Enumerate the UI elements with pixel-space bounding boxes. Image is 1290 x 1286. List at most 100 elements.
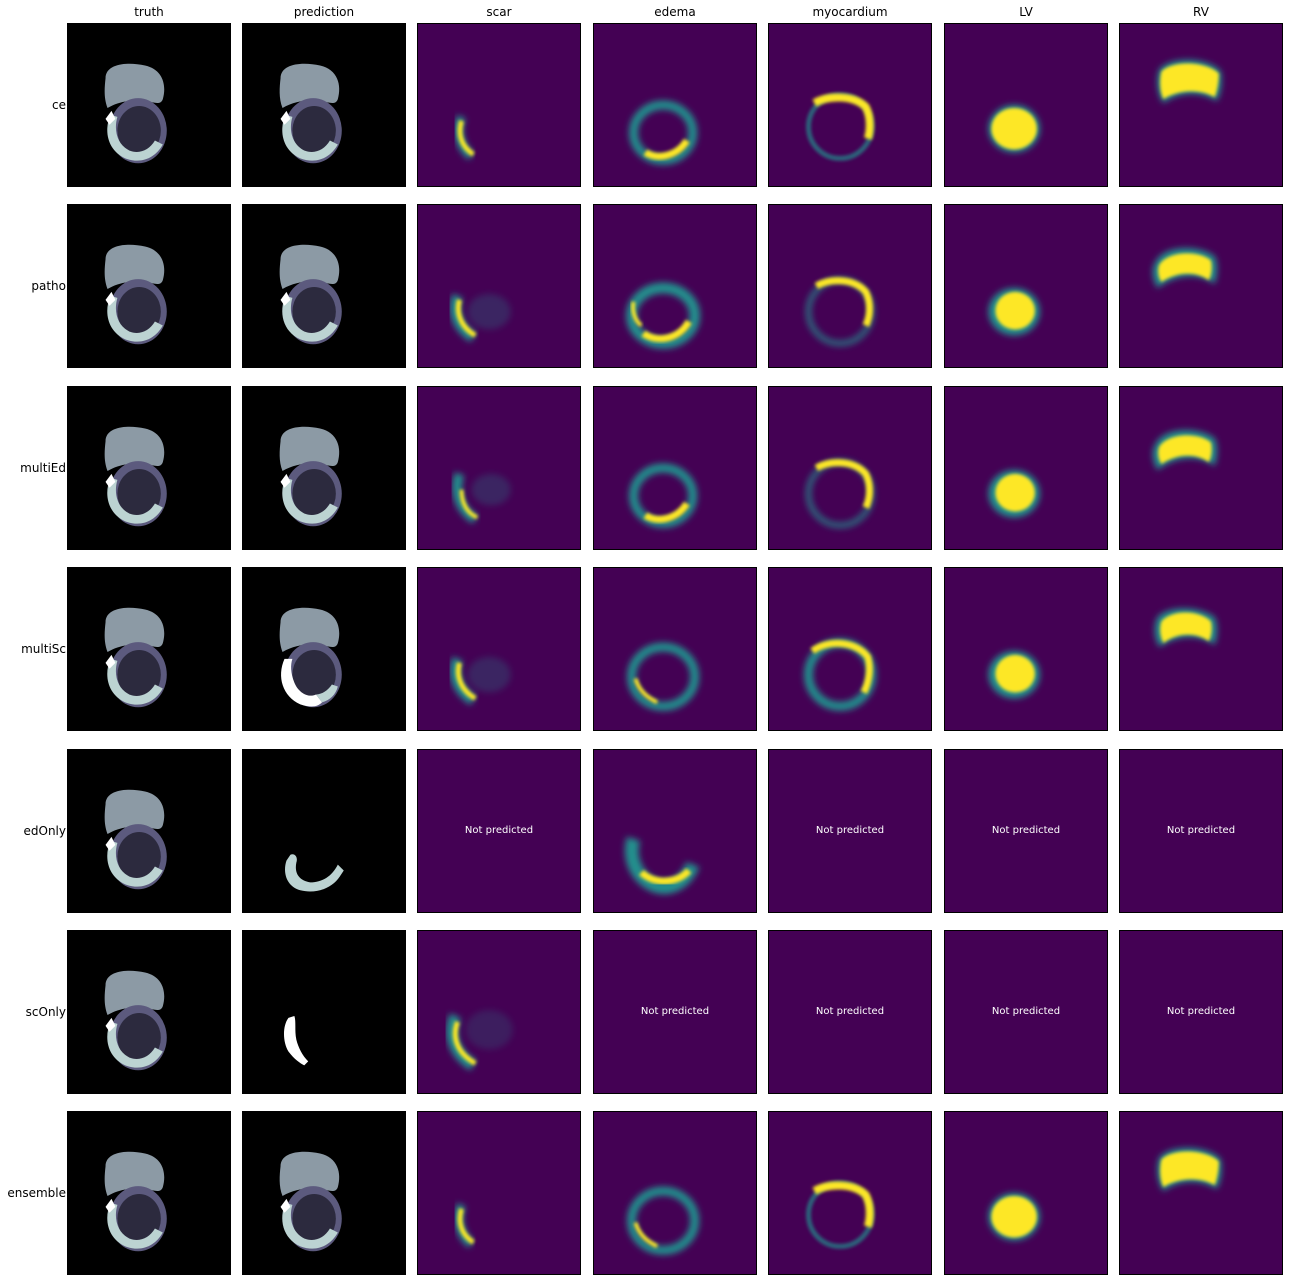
panel-image <box>769 568 931 730</box>
not-predicted-label: Not predicted <box>640 1006 710 1017</box>
panel-image <box>945 750 1107 912</box>
panel-image <box>68 24 230 186</box>
panel-multisc-prediction <box>242 567 406 731</box>
panel-image <box>769 931 931 1093</box>
not-predicted-label: Not predicted <box>991 825 1061 836</box>
not-predicted-label: Not predicted <box>991 1006 1061 1017</box>
column-title-lv: LV <box>1019 5 1033 19</box>
row-label-patho: patho <box>31 279 66 293</box>
panel-image <box>945 1112 1107 1274</box>
panel-image <box>68 1112 230 1274</box>
panel-multied-truth <box>67 386 231 550</box>
panel-edonly-lv: Not predicted <box>944 749 1108 913</box>
panel-sconly-prediction <box>242 930 406 1094</box>
panel-ensemble-lv <box>944 1111 1108 1275</box>
panel-image <box>1120 24 1282 186</box>
panel-image <box>594 1112 756 1274</box>
panel-image <box>945 568 1107 730</box>
panel-image <box>594 387 756 549</box>
row-label-ce: ce <box>52 98 66 112</box>
panel-ce-edema <box>593 23 757 187</box>
panel-patho-scar <box>417 204 581 368</box>
panel-image <box>1120 205 1282 367</box>
panel-patho-lv <box>944 204 1108 368</box>
panel-image <box>594 750 756 912</box>
panel-multisc-rv <box>1119 567 1283 731</box>
panel-image <box>945 931 1107 1093</box>
panel-ensemble-scar <box>417 1111 581 1275</box>
panel-edonly-rv: Not predicted <box>1119 749 1283 913</box>
column-title-truth: truth <box>134 5 164 19</box>
row-label-edonly: edOnly <box>23 824 67 838</box>
panel-image <box>594 931 756 1093</box>
panel-image <box>594 205 756 367</box>
panel-image <box>418 1112 580 1274</box>
panel-patho-rv <box>1119 204 1283 368</box>
panel-image <box>243 931 405 1093</box>
panel-image <box>769 750 931 912</box>
panel-image <box>418 205 580 367</box>
panel-sconly-myocardium: Not predicted <box>768 930 932 1094</box>
panel-multied-prediction <box>242 386 406 550</box>
panel-edonly-truth <box>67 749 231 913</box>
panel-image <box>418 931 580 1093</box>
panel-image <box>594 24 756 186</box>
panel-image <box>68 931 230 1093</box>
panel-patho-myocardium <box>768 204 932 368</box>
panel-patho-prediction <box>242 204 406 368</box>
panel-sconly-truth <box>67 930 231 1094</box>
panel-multisc-truth <box>67 567 231 731</box>
panel-image <box>68 387 230 549</box>
panel-image <box>769 205 931 367</box>
panel-image <box>68 205 230 367</box>
panel-ce-scar <box>417 23 581 187</box>
row-label-ensemble: ensemble <box>7 1186 66 1200</box>
panel-image <box>769 24 931 186</box>
panel-image <box>243 205 405 367</box>
not-predicted-label: Not predicted <box>815 825 885 836</box>
row-label-multied: multiEd <box>20 461 66 475</box>
panel-image <box>243 568 405 730</box>
panel-image <box>769 1112 931 1274</box>
panel-edonly-edema <box>593 749 757 913</box>
panel-ce-prediction <box>242 23 406 187</box>
panel-image <box>1120 931 1282 1093</box>
column-title-prediction: prediction <box>293 5 355 19</box>
panel-image <box>68 568 230 730</box>
panel-multied-rv <box>1119 386 1283 550</box>
panel-image <box>1120 750 1282 912</box>
not-predicted-label: Not predicted <box>815 1006 885 1017</box>
panel-edonly-myocardium: Not predicted <box>768 749 932 913</box>
panel-image <box>68 750 230 912</box>
panel-patho-edema <box>593 204 757 368</box>
panel-image <box>1120 1112 1282 1274</box>
panel-ce-myocardium <box>768 23 932 187</box>
panel-image <box>418 387 580 549</box>
panel-image <box>418 568 580 730</box>
panel-ensemble-rv <box>1119 1111 1283 1275</box>
panel-sconly-scar <box>417 930 581 1094</box>
panel-ensemble-truth <box>67 1111 231 1275</box>
panel-multied-myocardium <box>768 386 932 550</box>
panel-multisc-scar <box>417 567 581 731</box>
panel-sconly-lv: Not predicted <box>944 930 1108 1094</box>
panel-ensemble-edema <box>593 1111 757 1275</box>
panel-multied-scar <box>417 386 581 550</box>
panel-image <box>243 1112 405 1274</box>
panel-image <box>243 750 405 912</box>
panel-image <box>594 568 756 730</box>
panel-image <box>243 24 405 186</box>
column-title-rv: RV <box>1193 5 1209 19</box>
panel-multied-edema <box>593 386 757 550</box>
not-predicted-label: Not predicted <box>464 825 534 836</box>
panel-multisc-myocardium <box>768 567 932 731</box>
panel-image <box>1120 387 1282 549</box>
panel-image <box>243 387 405 549</box>
panel-image <box>945 24 1107 186</box>
panel-ensemble-prediction <box>242 1111 406 1275</box>
panel-edonly-prediction <box>242 749 406 913</box>
row-label-multisc: multiSc <box>21 642 66 656</box>
panel-image <box>1120 568 1282 730</box>
panel-patho-truth <box>67 204 231 368</box>
column-title-scar: scar <box>486 5 512 19</box>
